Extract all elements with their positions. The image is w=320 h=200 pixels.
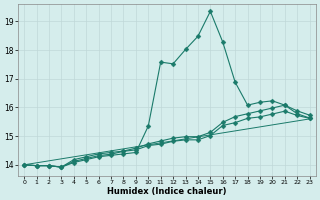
X-axis label: Humidex (Indice chaleur): Humidex (Indice chaleur) xyxy=(107,187,227,196)
